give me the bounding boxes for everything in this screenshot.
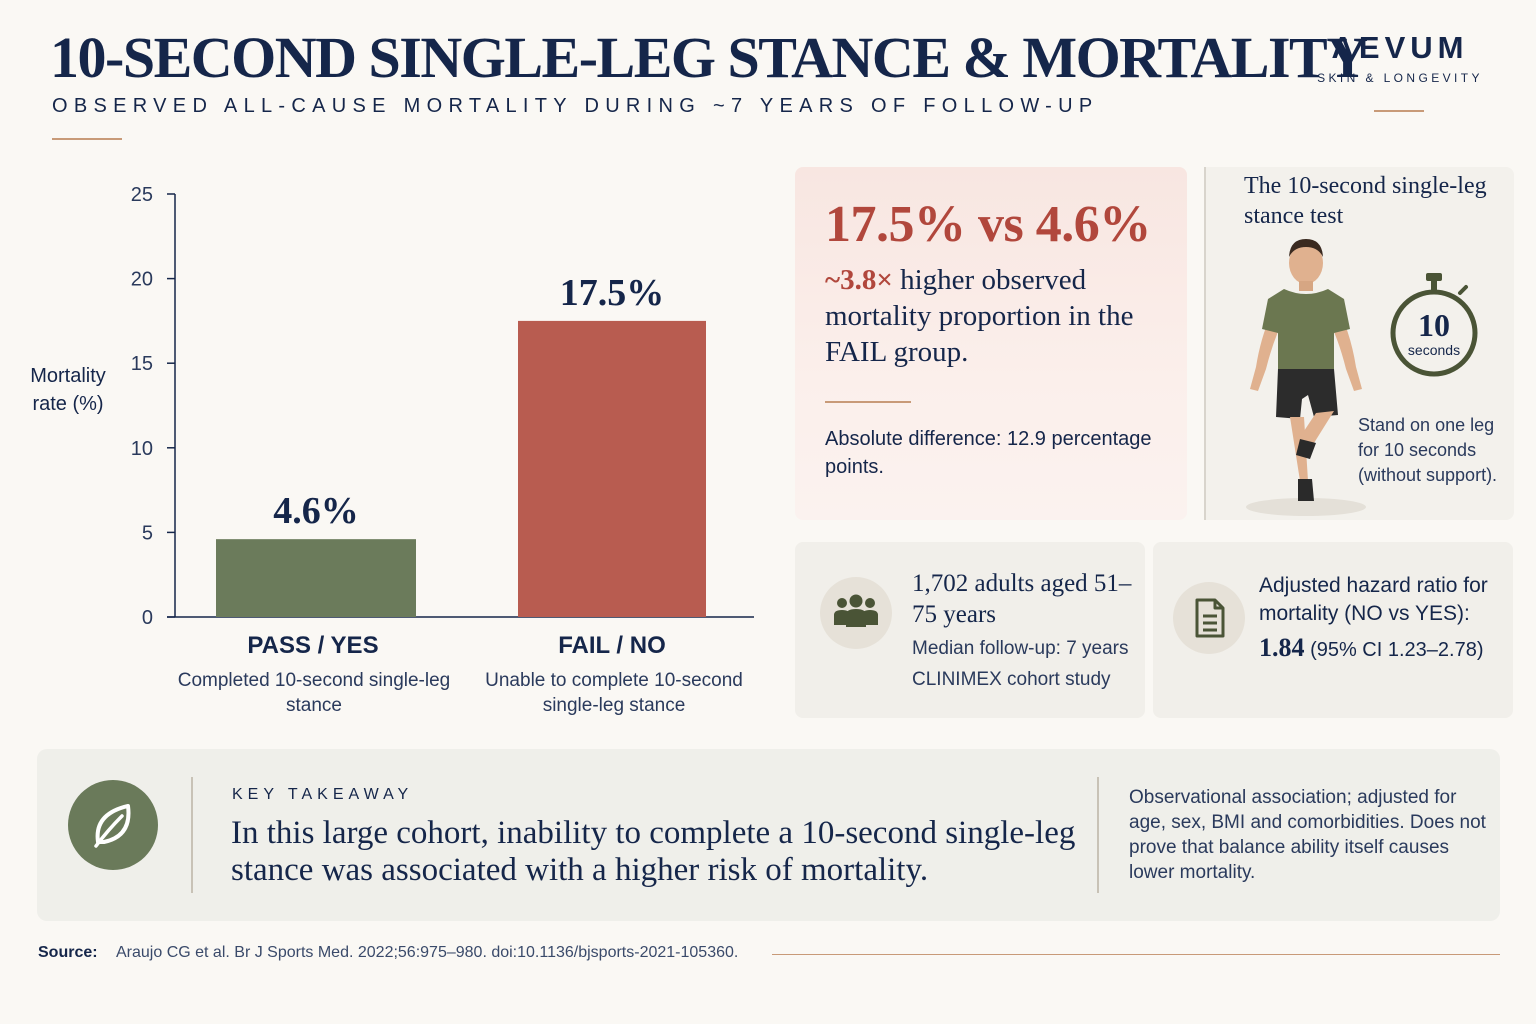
source-label: Source: [38, 944, 98, 961]
test-title: The 10-second single-leg stance test [1244, 173, 1487, 229]
timer-unit: seconds [1407, 342, 1461, 358]
hazard-ratio-line: 1.84 (95% CI 1.23–2.78) [1259, 633, 1484, 663]
page-subtitle: OBSERVED ALL-CAUSE MORTALITY DURING ~7 Y… [52, 95, 1099, 117]
bar-fail [518, 320, 706, 617]
cohort-size: 1,702 adults aged 51–75 years [912, 570, 1132, 628]
stat-body: ~3.8× higher observed mortality proporti… [825, 262, 1175, 370]
brand-tagline: SKIN & LONGEVITY [1317, 71, 1483, 85]
leaf-icon [94, 804, 131, 848]
y-tick-label: 0 [142, 607, 153, 629]
bar-value-label: 4.6% [273, 490, 359, 532]
category-desc-pass: Completed 10-second single-leg stance [177, 670, 451, 716]
y-tick-label: 10 [131, 438, 153, 460]
source-accent-line [772, 954, 1500, 955]
y-tick-label: 20 [131, 269, 153, 291]
source-citation: Araujo CG et al. Br J Sports Med. 2022;5… [116, 944, 739, 961]
title-accent-line [52, 138, 122, 140]
brand-logo: AEVUM [1331, 30, 1469, 65]
stat-absolute-difference: Absolute difference: 12.9 percentage poi… [825, 428, 1152, 478]
bar-value-label: 17.5% [560, 272, 665, 314]
document-icon [1195, 598, 1225, 638]
key-stat-card: 17.5% vs 4.6% ~3.8× higher observed mort… [795, 167, 1187, 520]
leaf-icon-circle [68, 780, 158, 870]
timer-value: 10 [1418, 307, 1450, 343]
y-axis-label: Mortality rate (%) [30, 365, 106, 415]
cohort-icon-circle [820, 577, 892, 649]
takeaway-divider-right [1097, 777, 1099, 893]
takeaway-text: In this large cohort, inability to compl… [231, 815, 1076, 888]
y-tick-label: 5 [142, 522, 153, 544]
cohort-card: 1,702 adults aged 51–75 years Median fol… [795, 542, 1145, 718]
category-desc-fail: Unable to complete 10-second single-leg … [485, 670, 743, 716]
y-tick-label: 25 [131, 184, 153, 206]
stat-body-text: higher observed mortality proportion in … [825, 264, 1134, 368]
stopwatch-icon [1390, 273, 1478, 377]
person-standing-one-leg-icon [1246, 239, 1366, 516]
hazard-ratio-value: 1.84 [1259, 633, 1305, 662]
mortality-bar-chart: 0 5 10 15 20 25 4.6% 17.5% [131, 184, 754, 629]
people-group-icon [834, 594, 878, 627]
hr-icon-circle [1173, 582, 1245, 654]
y-tick-label: 15 [131, 353, 153, 375]
takeaway-label: KEY TAKEAWAY [232, 786, 414, 803]
hazard-ratio-card: Adjusted hazard ratio for mortality (NO … [1153, 542, 1513, 718]
key-takeaway-panel: KEY TAKEAWAY In this large cohort, inabi… [37, 749, 1500, 921]
brand-accent-line [1374, 110, 1424, 112]
category-label-pass: PASS / YES [247, 632, 379, 659]
stat-headline: 17.5% vs 4.6% [825, 196, 1151, 253]
cohort-study-name: CLINIMEX cohort study [912, 669, 1111, 690]
hazard-ratio-ci: (95% CI 1.23–2.78) [1310, 639, 1484, 661]
takeaway-divider-left [191, 777, 193, 893]
bar-pass [216, 539, 416, 617]
stat-divider [825, 401, 911, 403]
cohort-follow-up: Median follow-up: 7 years [912, 638, 1129, 659]
takeaway-note: Observational association; adjusted for … [1129, 787, 1486, 883]
stance-test-card: The 10-second single-leg stance test 10 … [1204, 167, 1514, 520]
page-title: 10-SECOND SINGLE-LEG STANCE & MORTALITY [50, 25, 1368, 90]
stat-ratio: ~3.8× [825, 264, 893, 296]
test-description: Stand on one leg for 10 seconds (without… [1358, 415, 1498, 485]
category-label-fail: FAIL / NO [558, 632, 666, 659]
hazard-ratio-label: Adjusted hazard ratio for mortality (NO … [1259, 574, 1488, 625]
